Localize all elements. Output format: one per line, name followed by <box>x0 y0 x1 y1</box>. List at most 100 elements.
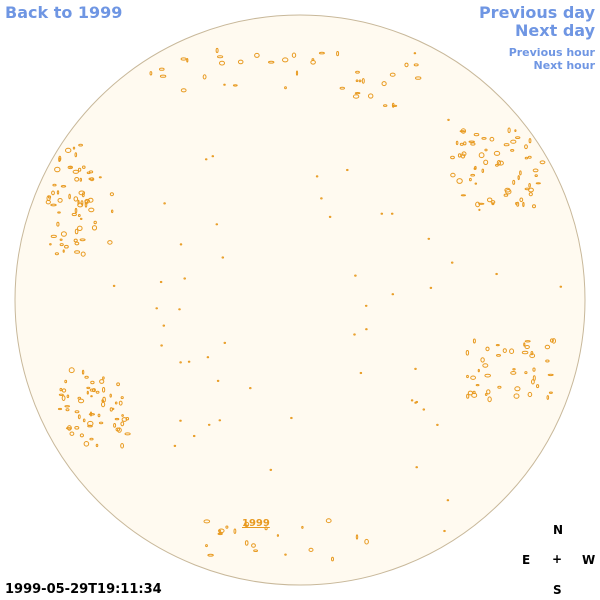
back-to-year-link[interactable]: Back to 1999 <box>5 3 123 22</box>
contour-mark <box>470 142 476 146</box>
contour-mark <box>109 393 112 398</box>
contour-mark <box>217 55 224 59</box>
contour-mark <box>514 129 517 133</box>
contour-mark <box>276 534 279 537</box>
contour-mark <box>121 414 124 417</box>
contour-mark <box>84 201 88 208</box>
contour-mark <box>83 441 90 447</box>
contour-mark <box>352 94 360 99</box>
contour-mark <box>336 51 340 57</box>
contour-mark <box>101 401 106 408</box>
contour-mark <box>510 149 515 152</box>
contour-mark <box>513 393 520 399</box>
contour-mark <box>155 307 158 310</box>
contour-mark <box>365 328 368 331</box>
contour-mark <box>219 60 225 66</box>
contour-mark <box>97 413 101 418</box>
contour-mark <box>519 170 522 176</box>
contour-mark <box>459 142 464 146</box>
contour-mark <box>77 414 81 420</box>
contour-mark <box>486 389 491 395</box>
contour-mark <box>78 190 86 196</box>
contour-mark <box>81 369 85 375</box>
contour-mark <box>120 396 124 400</box>
contour-mark <box>84 198 90 204</box>
contour-mark <box>328 215 332 218</box>
contour-mark <box>109 192 115 197</box>
contour-mark <box>528 138 532 144</box>
next-day-link[interactable]: Next day <box>515 21 595 40</box>
contour-mark <box>436 423 439 426</box>
contour-mark <box>206 356 210 359</box>
contour-mark <box>364 304 368 307</box>
contour-mark <box>478 202 485 205</box>
contour-mark <box>429 286 433 289</box>
contour-mark <box>470 173 476 177</box>
compass-center: + <box>552 552 563 566</box>
contour-mark <box>308 547 314 553</box>
contour-mark <box>487 197 493 203</box>
compass-east: E <box>522 553 531 567</box>
next-hour-link[interactable]: Next hour <box>533 59 596 72</box>
contour-mark <box>107 240 113 245</box>
contour-mark <box>77 167 82 172</box>
contour-mark <box>80 251 86 257</box>
contour-mark <box>82 165 86 169</box>
contour-mark <box>339 86 345 90</box>
contour-mark <box>93 220 97 225</box>
contour-mark <box>443 529 446 533</box>
contour-mark <box>207 423 211 426</box>
contour-mark <box>389 72 396 77</box>
contour-mark <box>496 160 501 166</box>
contour-mark <box>490 200 496 205</box>
contour-mark <box>254 52 260 58</box>
contour-mark <box>90 395 93 398</box>
contour-mark <box>125 417 130 421</box>
contour-mark <box>503 193 509 197</box>
previous-day-link[interactable]: Previous day <box>478 3 595 22</box>
year-link[interactable]: 1999 <box>242 518 270 529</box>
contour-mark <box>72 146 76 150</box>
contour-mark <box>102 396 106 403</box>
contour-mark <box>284 86 287 90</box>
contour-mark <box>465 350 470 356</box>
contour-mark <box>535 182 541 185</box>
contour-mark <box>391 102 395 108</box>
contour-mark <box>57 198 63 203</box>
contour-mark <box>354 92 361 95</box>
contour-mark <box>355 79 359 82</box>
contour-mark <box>523 342 526 347</box>
contour-mark <box>61 388 67 393</box>
contour-mark <box>99 379 105 384</box>
contour-mark <box>470 375 477 380</box>
previous-hour-link[interactable]: Previous hour <box>508 46 595 59</box>
contour-mark <box>64 244 69 249</box>
contour-mark <box>102 387 106 393</box>
contour-mark <box>450 155 455 160</box>
contour-mark <box>84 375 89 379</box>
contour-mark <box>187 360 191 363</box>
contour-mark <box>413 63 419 67</box>
contour-mark <box>69 165 73 168</box>
contour-mark <box>524 187 530 191</box>
contour-mark <box>483 159 489 166</box>
contour-mark <box>183 277 186 280</box>
contour-mark <box>67 425 72 431</box>
contour-mark <box>318 51 325 55</box>
contour-mark <box>529 353 536 359</box>
compass-north: N <box>553 523 564 537</box>
contour-mark <box>112 284 116 287</box>
contour-mark <box>113 423 117 428</box>
contour-mark <box>473 167 476 170</box>
contour-mark <box>90 380 95 385</box>
contour-mark <box>461 151 467 157</box>
contour-mark <box>481 168 485 174</box>
contour-mark <box>546 395 550 400</box>
contour-mark <box>87 424 93 428</box>
contour-mark <box>354 274 357 277</box>
contour-mark <box>59 243 64 247</box>
contour-mark <box>49 243 52 246</box>
contour-mark <box>162 324 166 327</box>
contour-mark <box>549 338 554 343</box>
contour-mark <box>61 395 66 402</box>
